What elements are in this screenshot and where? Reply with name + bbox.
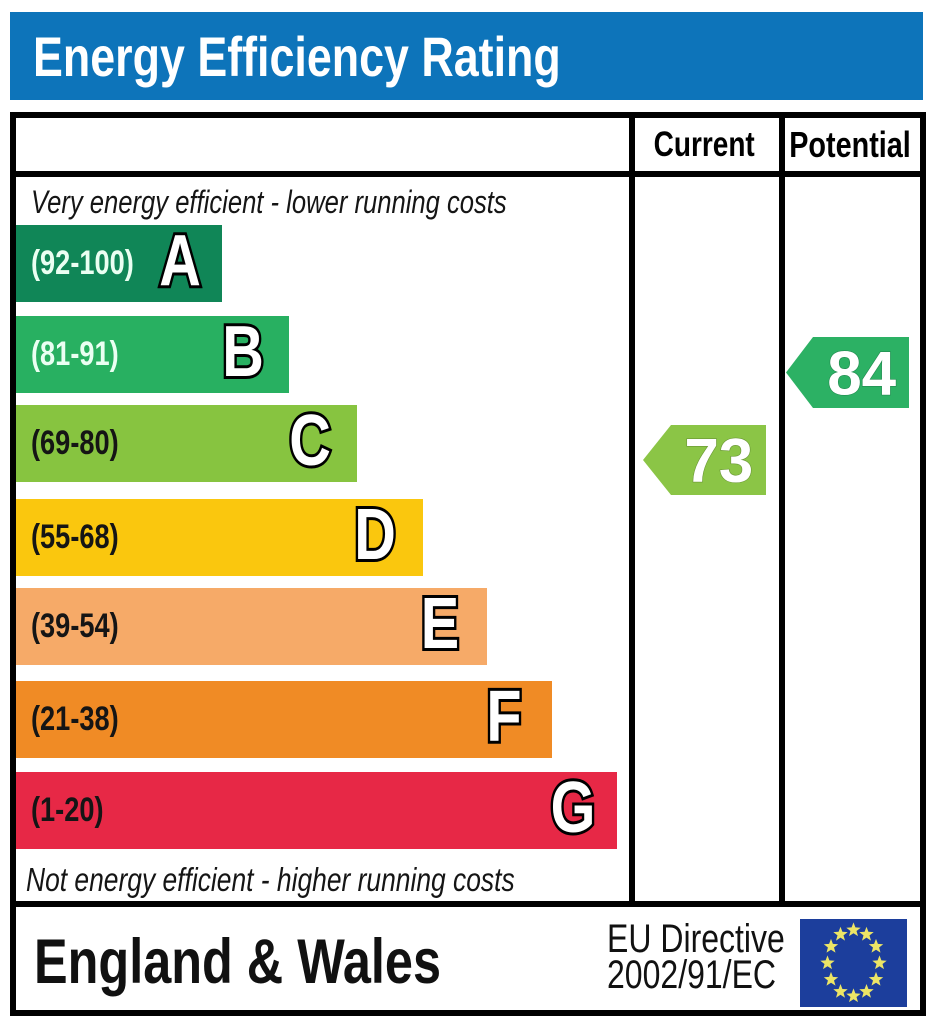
svg-text:73: 73: [684, 427, 753, 495]
svg-text:84: 84: [827, 340, 896, 409]
